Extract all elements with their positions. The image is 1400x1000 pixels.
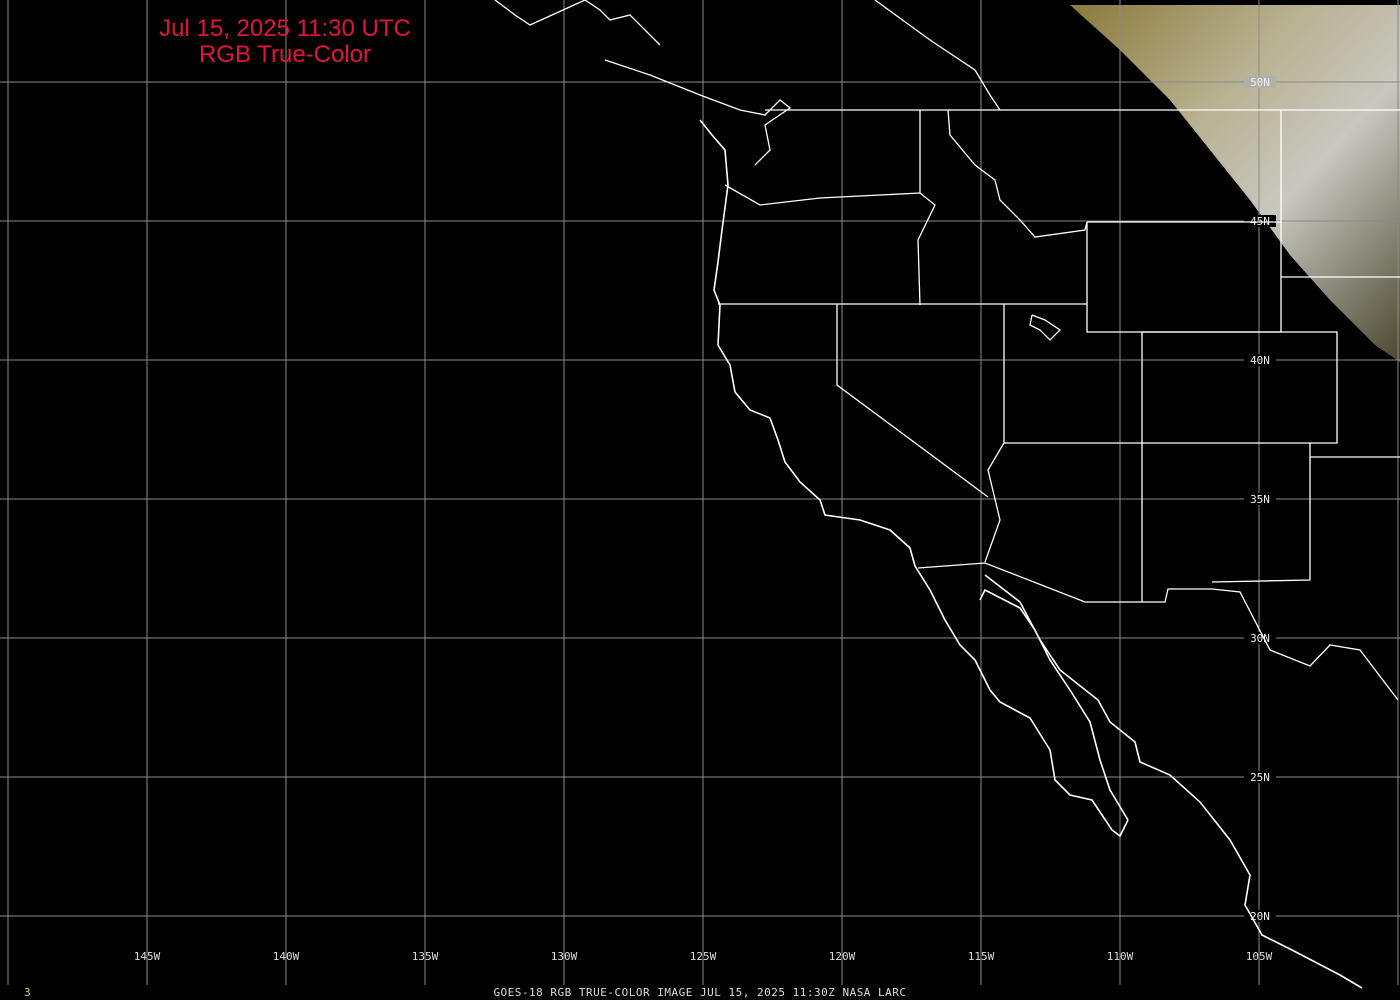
image-caption: GOES-18 RGB TRUE-COLOR IMAGE JUL 15, 202… xyxy=(493,986,907,999)
latitude-label: 40N xyxy=(1250,354,1270,367)
ca-nv-border xyxy=(836,304,989,498)
us-mexico-border xyxy=(917,562,1399,701)
longitude-label: 115W xyxy=(968,950,995,963)
map-title-datetime: Jul 15, 2025 11:30 UTC xyxy=(159,15,411,42)
latitude-label-bg xyxy=(1244,76,1276,88)
baja-east-coastline xyxy=(979,588,1129,821)
latitude-label-bg xyxy=(1244,632,1276,644)
boundaries xyxy=(494,0,1400,989)
latitude-label-bg xyxy=(1244,493,1276,505)
great-salt-lake xyxy=(1029,314,1062,341)
canada-coast xyxy=(494,0,661,46)
longitude-label: 135W xyxy=(412,950,439,963)
mexico-mainland-coastline xyxy=(984,574,1363,989)
latitude-label: 30N xyxy=(1250,632,1270,645)
nevada-utah-border xyxy=(984,304,1005,563)
idaho-montana-border xyxy=(947,109,1088,238)
canada-inland xyxy=(874,0,1001,111)
latitude-label-bg xyxy=(1244,215,1276,227)
latitude-label-bg xyxy=(1244,910,1276,922)
longitude-label: 125W xyxy=(690,950,717,963)
latitude-label: 50N xyxy=(1250,76,1270,89)
latitude-label-bg xyxy=(1244,354,1276,366)
nm-border xyxy=(1211,443,1311,583)
map-title-product: RGB True-Color xyxy=(198,41,372,68)
ut-az-border xyxy=(1004,331,1338,602)
puget-sound xyxy=(604,59,792,166)
latitude-label: 20N xyxy=(1250,910,1270,923)
longitude-label: 140W xyxy=(273,950,300,963)
cloud-imagery-region xyxy=(1070,5,1400,362)
frame-number: 3 xyxy=(24,986,31,999)
west-coastline xyxy=(699,119,1129,838)
latitude-label: 25N xyxy=(1250,771,1270,784)
longitude-label: 130W xyxy=(551,950,578,963)
longitude-label: 120W xyxy=(829,950,856,963)
latitude-label-bg xyxy=(1244,771,1276,783)
longitude-label: 105W xyxy=(1246,950,1273,963)
latitude-label: 35N xyxy=(1250,493,1270,506)
longitude-label: 110W xyxy=(1107,950,1134,963)
longitude-label: 145W xyxy=(134,950,161,963)
wa-or-border xyxy=(724,184,936,306)
